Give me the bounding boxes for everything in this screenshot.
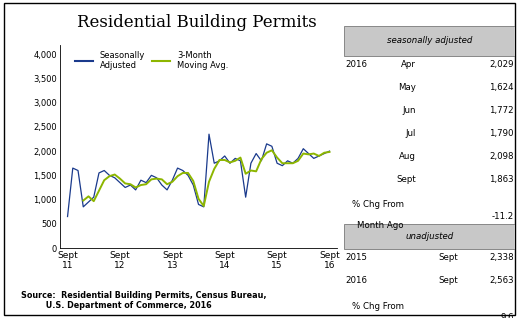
Text: Sept: Sept: [438, 276, 458, 286]
Text: 2016: 2016: [345, 276, 367, 286]
Text: 2,098: 2,098: [489, 152, 514, 161]
Text: -11.2: -11.2: [491, 211, 514, 220]
Text: Jul: Jul: [405, 129, 416, 138]
Text: 2,563: 2,563: [489, 276, 514, 286]
Text: Sept: Sept: [438, 253, 458, 262]
Text: 1,790: 1,790: [489, 129, 514, 138]
Text: Source:  Residential Building Permits, Census Bureau,
         U.S. Department o: Source: Residential Building Permits, Ce…: [21, 291, 266, 310]
FancyBboxPatch shape: [344, 26, 515, 56]
Text: Residential Building Permits: Residential Building Permits: [77, 14, 317, 31]
Text: Apr: Apr: [401, 60, 416, 69]
Text: 2015: 2015: [345, 253, 367, 262]
Text: May: May: [398, 83, 416, 92]
Text: % Chg From: % Chg From: [352, 200, 404, 209]
Text: Aug: Aug: [399, 152, 416, 161]
Text: % Chg From: % Chg From: [352, 302, 404, 311]
Text: unadjusted: unadjusted: [405, 232, 454, 241]
Text: 2,029: 2,029: [489, 60, 514, 69]
Text: Month Ago: Month Ago: [357, 221, 404, 230]
Text: 2016: 2016: [345, 60, 367, 69]
Text: seasonally adjusted: seasonally adjusted: [387, 37, 472, 45]
Text: 1,772: 1,772: [489, 106, 514, 115]
Text: Jun: Jun: [402, 106, 416, 115]
Legend: Seasonally
Adjusted, 3-Month
Moving Avg.: Seasonally Adjusted, 3-Month Moving Avg.: [75, 51, 228, 70]
Text: 9.6: 9.6: [500, 313, 514, 318]
Text: 1,624: 1,624: [489, 83, 514, 92]
FancyBboxPatch shape: [344, 224, 515, 249]
FancyBboxPatch shape: [4, 3, 515, 315]
Text: Sept: Sept: [396, 175, 416, 183]
Text: 1,863: 1,863: [489, 175, 514, 183]
Text: 2,338: 2,338: [489, 253, 514, 262]
